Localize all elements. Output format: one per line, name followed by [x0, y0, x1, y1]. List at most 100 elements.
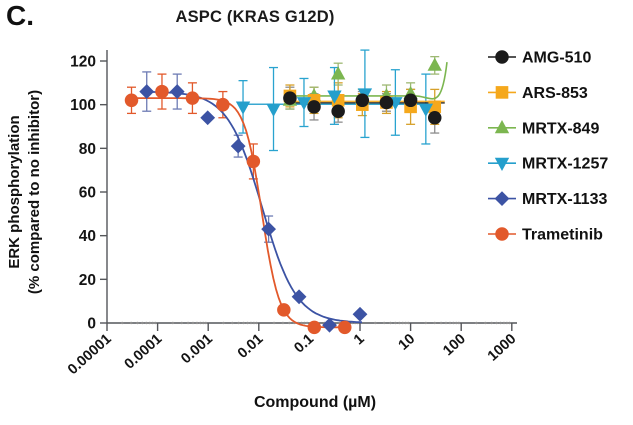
y-axis-label-line2: (% compared to no inhibitor)	[26, 89, 43, 295]
data-point-Trametinib	[185, 91, 200, 105]
x-minor-tick	[495, 321, 498, 325]
x-minor-tick	[191, 321, 195, 325]
x-minor-tick	[502, 321, 506, 325]
data-point-Trametinib	[246, 154, 261, 169]
x-tick-label: 10	[396, 331, 419, 354]
data-point-AMG-510	[307, 100, 321, 114]
x-tick-label: 0.001	[178, 331, 216, 367]
data-point-Trametinib	[277, 303, 291, 317]
x-minor-tick	[303, 321, 306, 325]
y-tick-label: 20	[79, 272, 96, 289]
x-minor-tick	[404, 321, 407, 325]
data-point-MRTX-1133	[291, 289, 307, 305]
x-minor-tick	[186, 321, 190, 325]
x-minor-tick	[433, 321, 436, 325]
legend-label-MRTX-1133: MRTX-1133	[522, 191, 607, 208]
legend-marker-AMG-510	[495, 50, 509, 64]
y-tick-label: 100	[70, 97, 96, 114]
data-point-MRTX-1257	[266, 103, 281, 117]
data-point-AMG-510	[427, 111, 442, 125]
data-point-MRTX-1257	[235, 101, 251, 115]
legend-label-AMG-510: AMG-510	[522, 50, 591, 67]
data-point-AMG-510	[331, 104, 345, 118]
x-minor-tick	[151, 321, 154, 325]
legend-marker-MRTX-849	[494, 120, 510, 134]
x-minor-tick	[145, 321, 148, 325]
y-axis-label: ERK phosphorylation (% compared to no in…	[5, 62, 47, 322]
legend-label-Trametinib: Trametinib	[522, 227, 603, 244]
x-minor-tick	[237, 321, 240, 325]
x-minor-tick	[499, 321, 502, 325]
x-tick-label: 0.01	[235, 331, 267, 362]
data-point-AMG-510	[355, 93, 370, 108]
y-tick-label: 80	[79, 141, 96, 158]
y-tick-label: 120	[70, 54, 96, 71]
x-minor-tick	[300, 321, 303, 325]
chart-title: ASPC (KRAS G12D)	[175, 8, 335, 26]
fit-curve-Trametinib	[129, 97, 347, 329]
x-minor-tick	[129, 321, 133, 325]
x-minor-tick	[424, 321, 428, 325]
y-tick-label: 60	[79, 185, 96, 202]
x-minor-tick	[249, 321, 253, 325]
data-point-MRTX-1133	[322, 317, 337, 333]
data-point-MRTX-1133	[169, 84, 185, 99]
legend-marker-MRTX-1133	[494, 191, 510, 206]
x-minor-tick	[148, 321, 151, 325]
data-point-MRTX-849	[330, 66, 346, 80]
x-minor-tick	[222, 321, 225, 325]
x-minor-tick	[401, 321, 404, 325]
data-point-Trametinib	[155, 84, 169, 99]
x-minor-tick	[199, 321, 202, 325]
data-point-MRTX-1257	[327, 90, 342, 104]
data-point-AMG-510	[283, 91, 297, 105]
x-axis-label: Compound (µM)	[253, 394, 377, 411]
data-point-MRTX-1133	[230, 138, 246, 154]
x-minor-tick	[457, 321, 461, 325]
x-minor-tick	[281, 321, 285, 325]
x-minor-tick	[305, 321, 309, 325]
x-minor-tick	[195, 321, 199, 325]
data-point-AMG-510	[403, 93, 418, 108]
x-minor-tick	[407, 321, 410, 325]
x-tick-label: 1	[351, 331, 368, 348]
x-minor-tick	[121, 321, 124, 325]
x-minor-tick	[171, 321, 175, 325]
data-point-AMG-510	[379, 95, 394, 110]
x-minor-tick	[202, 321, 205, 325]
x-minor-tick	[484, 321, 487, 325]
x-minor-tick	[382, 321, 386, 325]
data-point-MRTX-1133	[139, 84, 155, 99]
x-minor-tick	[242, 321, 245, 325]
y-tick-label: 0	[87, 316, 96, 333]
y-axis-label-line1: ERK phosphorylation	[6, 115, 23, 269]
x-minor-tick	[272, 321, 276, 325]
x-minor-tick	[136, 321, 139, 325]
data-point-MRTX-1133	[261, 221, 277, 237]
legend-label-MRTX-849: MRTX-849	[522, 120, 599, 137]
legend-marker-MRTX-1257	[494, 157, 510, 171]
data-point-MRTX-1133	[352, 306, 368, 322]
x-minor-tick	[180, 321, 183, 325]
x-minor-tick	[255, 321, 258, 325]
x-minor-tick	[398, 321, 401, 325]
x-tick-label: 0.00001	[65, 331, 115, 378]
x-minor-tick	[394, 321, 397, 325]
panel-label: C.	[6, 0, 34, 31]
x-minor-tick	[154, 321, 157, 325]
x-minor-tick	[374, 321, 377, 325]
x-minor-tick	[444, 321, 448, 325]
x-minor-tick	[389, 321, 392, 325]
x-minor-tick	[141, 321, 144, 325]
y-tick-label: 40	[79, 228, 96, 245]
x-minor-tick	[252, 321, 256, 325]
x-minor-tick	[452, 321, 455, 325]
x-minor-tick	[246, 321, 249, 325]
data-point-Trametinib	[216, 97, 230, 112]
data-point-MRTX-1257	[418, 103, 434, 117]
x-minor-tick	[505, 321, 509, 325]
x-tick-label: 1000	[485, 331, 520, 364]
x-minor-tick	[288, 321, 291, 325]
fit-curve-MRTX-1133	[144, 90, 363, 324]
